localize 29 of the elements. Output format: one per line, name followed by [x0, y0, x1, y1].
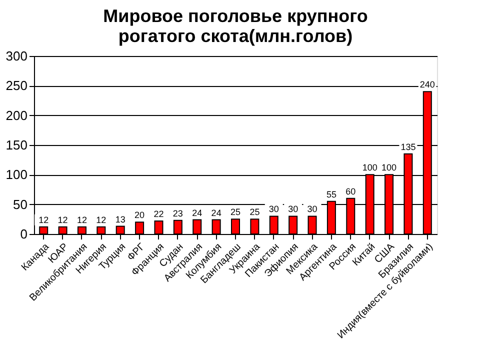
data-label: 240 [420, 80, 435, 90]
data-label: 12 [38, 214, 49, 225]
y-tick-label: 200 [6, 108, 28, 123]
data-label: 25 [230, 207, 241, 218]
data-label: 135 [400, 142, 416, 152]
y-tick-label: 50 [13, 196, 28, 212]
y-tick-label: 100 [6, 167, 28, 182]
data-label: 24 [211, 208, 222, 218]
y-tick-label: 250 [6, 78, 28, 94]
data-label: 13 [115, 214, 126, 224]
y-tick-label: 300 [6, 48, 28, 64]
data-label: 23 [172, 208, 183, 218]
chart-title: Мировое поголовье крупного рогатого скота(млн.голов) [103, 6, 368, 46]
data-label: 100 [362, 162, 378, 173]
data-label: 30 [288, 204, 298, 214]
data-label: 30 [307, 204, 318, 214]
data-label: 22 [154, 208, 164, 219]
data-label: 25 [250, 207, 260, 218]
y-tick-label: 150 [6, 138, 28, 152]
data-label: 12 [76, 214, 87, 225]
y-tick-label: 0 [20, 226, 28, 242]
data-label: 24 [192, 208, 202, 218]
data-label: 100 [382, 162, 397, 173]
data-label: 60 [346, 186, 356, 196]
data-label: 20 [134, 210, 145, 220]
data-label: 55 [326, 189, 336, 200]
data-label: 12 [58, 214, 68, 225]
data-label: 30 [268, 204, 279, 214]
data-label: 12 [96, 214, 106, 225]
